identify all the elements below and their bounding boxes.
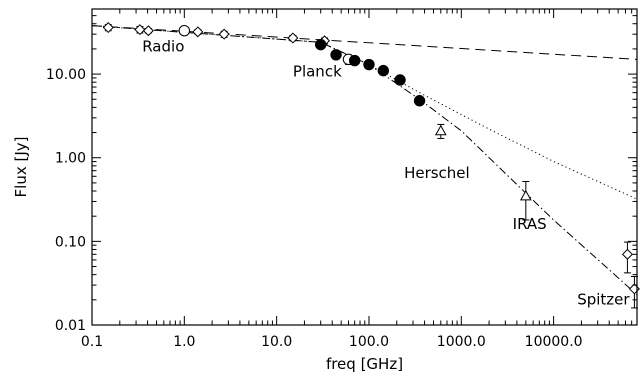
axis-ticks-layer	[91, 8, 638, 326]
annotation-herschel: Herschel	[404, 164, 470, 182]
annotation-spitzer: Spitzer	[577, 290, 630, 308]
tick-labels-layer: 0.1 1.0 10.0 100.0 1000.0 10000.0 0.01 0.10 1.00…	[46, 67, 583, 350]
data-point-diamond	[142, 25, 154, 37]
y-tick-label: 10.00	[46, 67, 86, 83]
data-point-filled-circle	[348, 54, 361, 67]
data-point-filled-circle	[314, 38, 327, 51]
y-tick-label: 0.01	[55, 318, 86, 334]
annotation-radio: Radio	[142, 38, 184, 56]
x-axis-label: freq [GHz]	[326, 355, 403, 373]
data-point-diamond	[621, 248, 633, 260]
plot-frame	[91, 8, 638, 326]
data-point-diamond	[287, 32, 299, 44]
data-point-filled-circle	[363, 58, 375, 71]
x-tick-label: 10000.0	[525, 334, 583, 350]
x-tick-label: 10.0	[261, 334, 292, 350]
data-point-diamond	[218, 28, 230, 40]
data-point-diamond	[102, 22, 114, 34]
data-point-filled-circle	[394, 74, 406, 86]
x-tick-label: 100.0	[349, 334, 389, 350]
annotation-iras: IRAS	[513, 215, 547, 233]
data-point-diamond	[134, 24, 146, 36]
data-point-diamond	[192, 26, 204, 38]
y-tick-label: 1.00	[55, 151, 86, 167]
data-point-filled-circle	[413, 95, 426, 107]
data-point-open-circle	[178, 25, 191, 37]
y-axis-label: Flux [Jy]	[12, 137, 30, 198]
data-points-layer	[102, 22, 640, 309]
y-tick-label: 0.10	[55, 234, 86, 250]
model-line-dashed	[91, 25, 638, 60]
annotations-layer: Radio Planck Herschel IRAS Spitzer	[142, 38, 630, 309]
data-point-filled-circle	[330, 49, 342, 61]
x-tick-label: 1000.0	[437, 334, 486, 350]
x-tick-label: 0.1	[81, 334, 103, 350]
data-point-triangle	[519, 189, 532, 201]
annotation-planck: Planck	[293, 63, 342, 81]
model-line-dotted	[91, 25, 638, 200]
x-tick-label: 1.0	[173, 334, 195, 350]
data-point-filled-circle	[377, 64, 390, 77]
data-point-triangle	[434, 124, 447, 136]
